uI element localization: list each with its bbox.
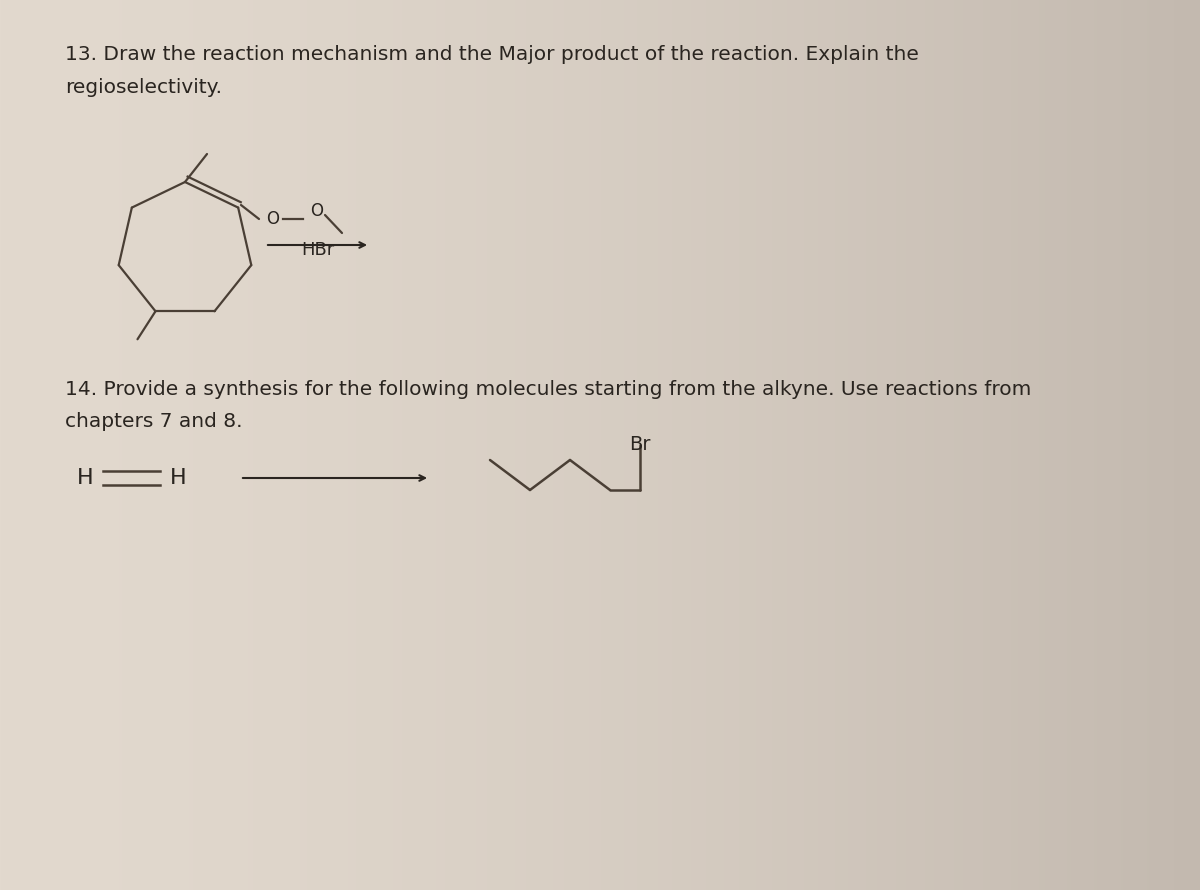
Text: O: O bbox=[311, 202, 324, 220]
Text: O: O bbox=[266, 210, 280, 228]
Text: H: H bbox=[169, 468, 186, 488]
Text: HBr: HBr bbox=[301, 241, 334, 259]
Text: Br: Br bbox=[629, 435, 650, 454]
Text: regioselectivity.: regioselectivity. bbox=[65, 78, 222, 97]
Text: H: H bbox=[77, 468, 94, 488]
Text: 13. Draw the reaction mechanism and the Major product of the reaction. Explain t: 13. Draw the reaction mechanism and the … bbox=[65, 45, 919, 64]
Text: 14. Provide a synthesis for the following molecules starting from the alkyne. Us: 14. Provide a synthesis for the followin… bbox=[65, 380, 1031, 399]
Text: chapters 7 and 8.: chapters 7 and 8. bbox=[65, 412, 242, 431]
